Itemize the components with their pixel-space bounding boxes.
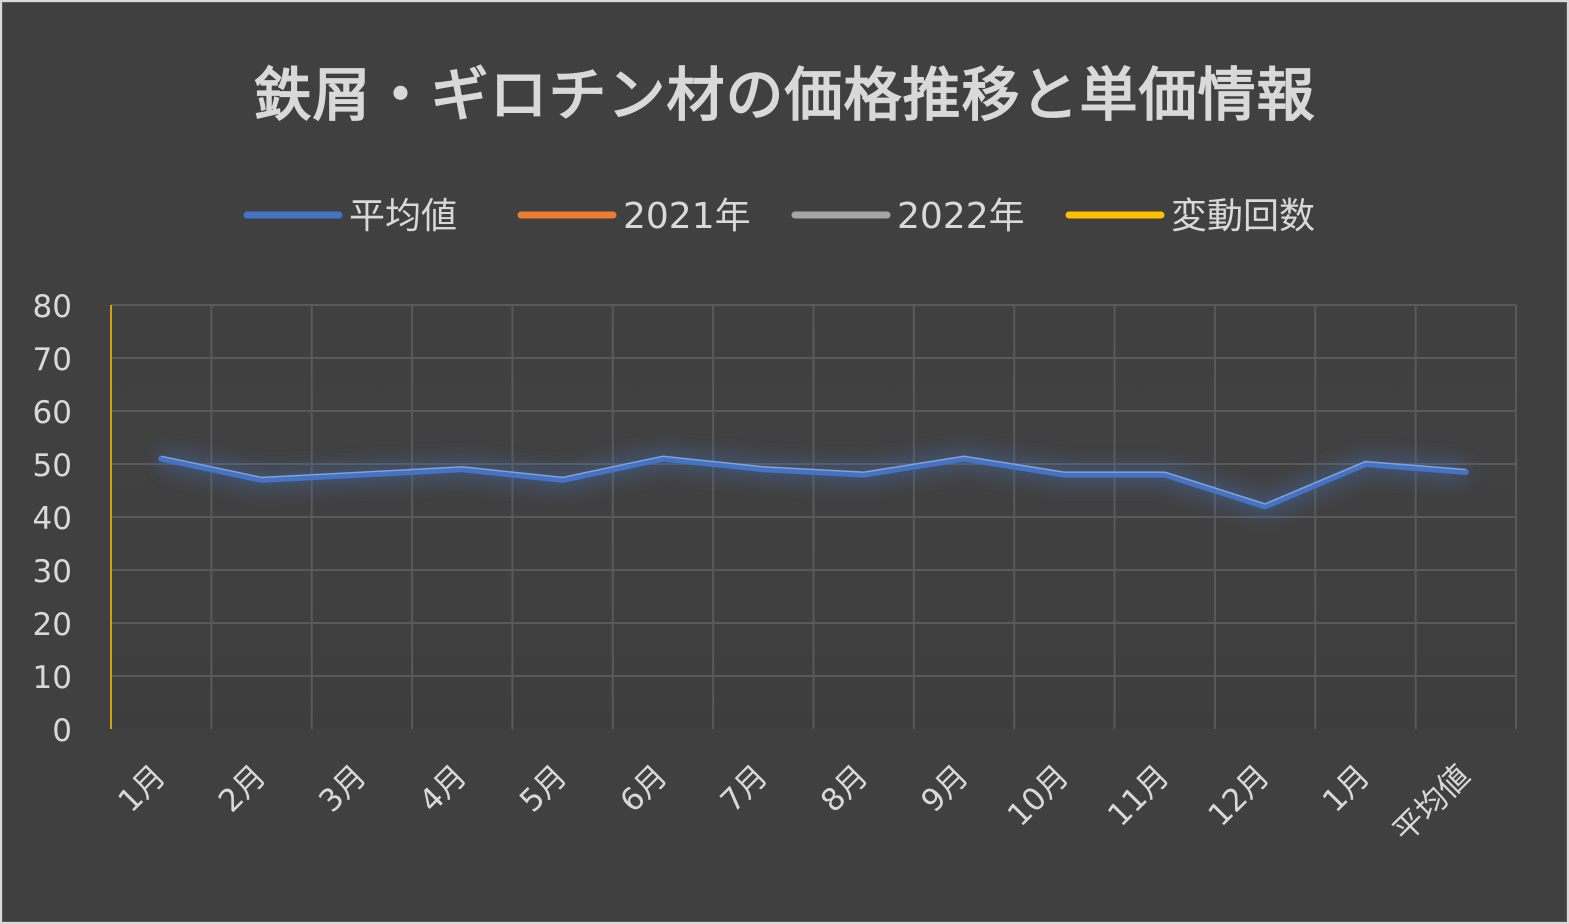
x-tick-label: 平均値 xyxy=(1386,758,1477,849)
legend-item: 2021年 xyxy=(517,196,751,237)
x-tick-label: 6月 xyxy=(613,758,674,819)
x-tick-label: 5月 xyxy=(513,758,574,819)
chart-title: 鉄屑・ギロチン材の価格推移と単価情報 xyxy=(253,61,1316,129)
y-tick-label: 20 xyxy=(33,607,72,643)
x-tick-label: 3月 xyxy=(312,758,373,819)
x-tick-label: 9月 xyxy=(914,758,975,819)
y-tick-label: 10 xyxy=(33,660,72,696)
x-tick-label: 1月 xyxy=(1316,758,1377,819)
x-tick-label: 8月 xyxy=(814,758,875,819)
x-tick-label: 1月 xyxy=(112,758,173,819)
x-tick-label: 2月 xyxy=(212,758,273,819)
legend-item: 変動回数 xyxy=(1065,196,1315,237)
series-highlight xyxy=(161,455,1466,505)
y-tick-label: 70 xyxy=(33,342,72,378)
legend-item: 平均値 xyxy=(243,196,457,237)
series-line xyxy=(158,455,1469,510)
gridlines xyxy=(111,304,1517,729)
y-tick-label: 80 xyxy=(33,289,72,325)
y-tick-label: 60 xyxy=(33,395,72,431)
legend-item: 2022年 xyxy=(791,196,1025,237)
legend-label: 2021年 xyxy=(623,196,751,237)
x-tick-label: 11月 xyxy=(1101,758,1176,833)
legend-label: 変動回数 xyxy=(1171,196,1315,237)
x-tick-label: 7月 xyxy=(714,758,775,819)
legend-label: 2022年 xyxy=(897,196,1025,237)
y-axis: 0 10 20 30 40 50 60 70 80 xyxy=(33,289,112,749)
x-axis: 1月 2月 3月 4月 5月 6月 7月 8月 9月 10月 11月 12月 1月 平均値 xyxy=(112,758,1478,849)
x-tick-label: 12月 xyxy=(1201,758,1276,833)
y-tick-label: 50 xyxy=(33,448,72,484)
x-tick-label: 10月 xyxy=(1001,758,1076,833)
y-tick-label: 0 xyxy=(52,713,72,749)
x-tick-label: 4月 xyxy=(413,758,474,819)
y-tick-label: 40 xyxy=(33,501,72,537)
legend-label: 平均値 xyxy=(349,196,457,237)
y-tick-label: 30 xyxy=(33,554,72,590)
legend: 平均値 2021年 2022年 変動回数 xyxy=(243,196,1315,237)
series-lines xyxy=(158,447,1469,518)
